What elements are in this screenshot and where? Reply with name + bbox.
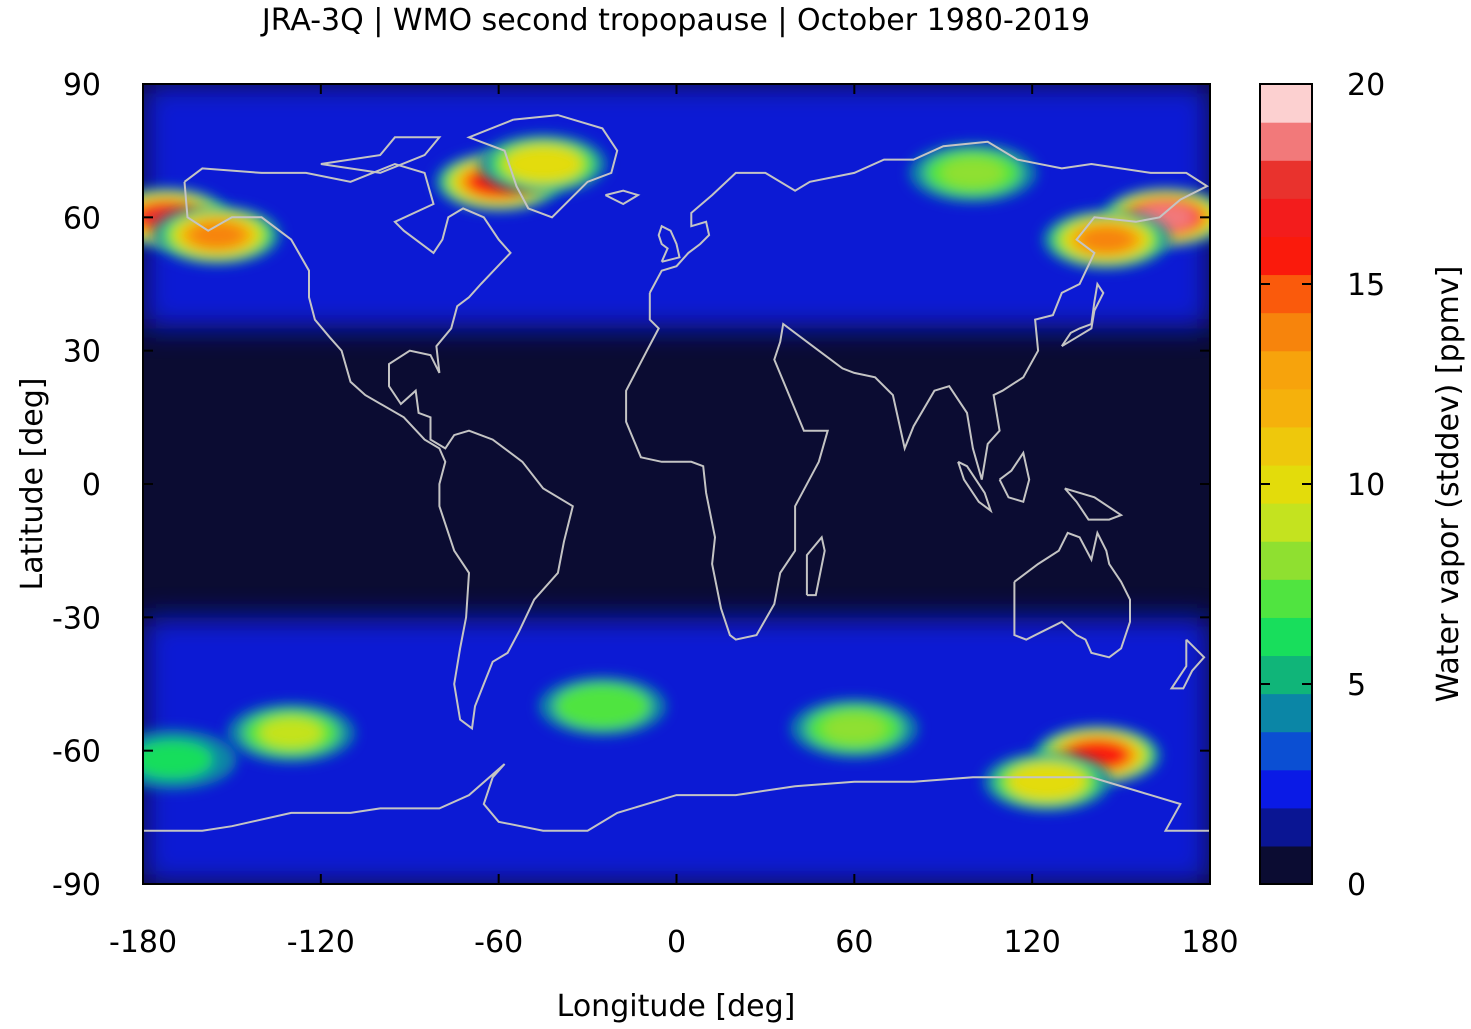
colorbar-segment — [1260, 198, 1312, 237]
y-tick-label: 0 — [82, 468, 101, 503]
colorbar-segment — [1260, 84, 1312, 123]
colorbar-segment — [1260, 160, 1312, 199]
hotspot-5 — [1042, 209, 1171, 270]
y-tick-label: -90 — [52, 868, 101, 903]
x-tick-label: 0 — [667, 925, 686, 960]
plot-area — [143, 84, 1210, 884]
colorbar-segment — [1260, 693, 1312, 733]
hotspot-12 — [143, 729, 237, 790]
hotspot-3 — [479, 134, 608, 194]
coastline-sumatra — [957, 460, 993, 514]
x-tick-label: -120 — [287, 925, 355, 960]
colorbar-label: Water vapor (stddev) [ppmv] — [1431, 266, 1466, 703]
y-tick-label: -60 — [52, 735, 101, 770]
colorbar-segment — [1260, 350, 1312, 390]
y-axis-label: Latitude [deg] — [15, 378, 50, 591]
x-tick-label: 180 — [1181, 925, 1238, 960]
colorbar-segment — [1260, 769, 1312, 809]
latitude-band-0 — [143, 84, 1210, 329]
y-axis-ticks: -90 -60 -30 0 30 60 90 — [52, 68, 1210, 903]
coastline-greenland — [466, 114, 619, 219]
colorbar-segment — [1260, 807, 1312, 847]
colorbar-segment — [1260, 617, 1312, 657]
colorbar: 0 5 10 15 20 — [1259, 68, 1385, 903]
hotspot-11 — [790, 698, 919, 759]
colorbar-segment — [1260, 845, 1312, 885]
colorbar-tick-label: 0 — [1347, 868, 1366, 903]
colorbar-tick-label: 10 — [1347, 468, 1385, 503]
colorbar-tick-label: 5 — [1347, 668, 1366, 703]
coastline-americas — [183, 162, 574, 731]
coastline-australia — [1013, 529, 1131, 659]
chart-title: JRA-3Q | WMO second tropopause | October… — [260, 3, 1090, 38]
coastline-afro-eurasia — [625, 140, 1210, 641]
coastline-new-guinea — [1064, 487, 1124, 521]
coastline-iceland — [604, 189, 641, 206]
colorbar-segment — [1260, 274, 1312, 314]
x-axis-ticks: -180 -120 -60 0 60 120 180 — [109, 84, 1239, 960]
colorbar-segment — [1260, 655, 1312, 695]
hotspot-10 — [538, 676, 667, 737]
x-tick-label: 120 — [1004, 925, 1061, 960]
coastline-borneo — [998, 450, 1031, 504]
colorbar-segment — [1260, 503, 1312, 542]
hotspot-8 — [982, 751, 1111, 812]
x-tick-label: -60 — [474, 925, 523, 960]
coastline-layer — [143, 114, 1210, 832]
coastline-arctic-islands — [320, 136, 442, 174]
y-tick-label: 30 — [63, 335, 101, 370]
hotspot-layer — [143, 134, 1210, 812]
colorbar-segment — [1260, 426, 1312, 466]
colorbar-segment — [1260, 388, 1312, 428]
colorbar-segment — [1260, 731, 1312, 771]
colorbar-segment — [1260, 579, 1312, 618]
coastline-madagascar — [805, 535, 826, 597]
hotspot-9 — [227, 702, 356, 763]
coastline-britain — [657, 224, 681, 263]
hotspot-6 — [908, 142, 1037, 203]
x-tick-label: 60 — [835, 925, 873, 960]
y-tick-label: 90 — [63, 68, 101, 103]
x-axis-label: Longitude [deg] — [557, 989, 796, 1024]
y-tick-label: -30 — [52, 601, 101, 636]
hotspot-1 — [153, 205, 282, 266]
colorbar-tick-label: 15 — [1347, 268, 1385, 303]
x-tick-label: -180 — [109, 925, 177, 960]
colorbar-tick-label: 20 — [1347, 68, 1385, 103]
colorbar-segment — [1260, 236, 1312, 276]
coastline-antarctica — [143, 763, 1210, 832]
coastline-new-zealand — [1169, 638, 1206, 690]
colorbar-segment — [1260, 312, 1312, 352]
coastline-japan — [1060, 281, 1105, 348]
y-tick-label: 60 — [63, 201, 101, 236]
colorbar-segment — [1260, 541, 1312, 580]
colorbar-segment — [1260, 122, 1312, 161]
